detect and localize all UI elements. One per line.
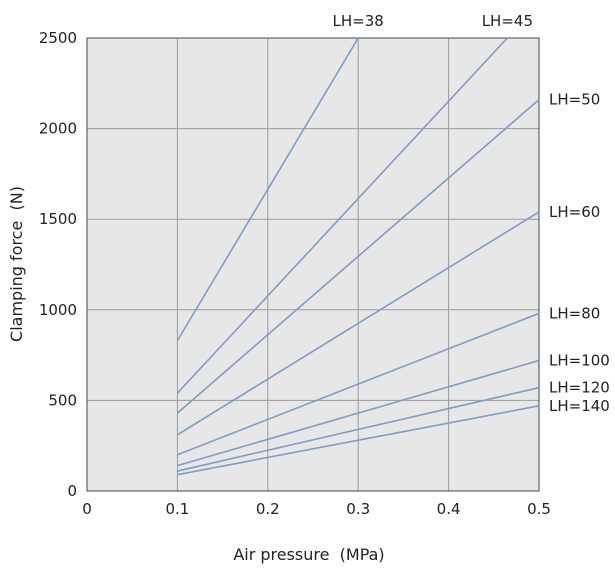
y-tick-label: 0 [67, 482, 77, 500]
series-label: LH=100 [549, 352, 610, 370]
series-label: LH=50 [549, 91, 600, 109]
series-lines [176, 37, 540, 476]
x-tick-label: 0.5 [527, 500, 551, 518]
x-tick-label: 0.3 [346, 500, 370, 518]
y-tick-label: 1500 [39, 210, 77, 228]
series-line [176, 211, 540, 436]
series-line [177, 312, 540, 456]
x-axis-ticks: 0 0.1 0.2 0.3 0.4 0.5 [82, 500, 551, 518]
x-tick-label: 0.2 [256, 500, 280, 518]
series-line [177, 405, 540, 476]
y-tick-label: 500 [48, 391, 77, 409]
series-line [176, 99, 540, 414]
series-label: LH=60 [549, 203, 600, 221]
y-axis-ticks: 0 500 1000 1500 2000 2500 [39, 29, 77, 500]
x-axis-title: Air pressure (MPa) [233, 545, 384, 564]
plot-frame [86, 37, 540, 492]
y-axis-title: Clamping force (N) [7, 186, 26, 342]
series-line [177, 359, 540, 467]
series-label: LH=140 [549, 397, 610, 415]
series-labels: LH=38 LH=45 LH=50 LH=60 LH=80 LH=100 LH=120LH=… [333, 12, 610, 415]
y-tick-label: 2000 [39, 120, 77, 138]
x-tick-label: 0 [82, 500, 92, 518]
series-label: LH=45 [482, 12, 533, 30]
x-tick-label: 0.1 [165, 500, 189, 518]
series-line [176, 37, 508, 394]
y-tick-label: 2500 [39, 29, 77, 47]
series-line [177, 386, 540, 472]
x-tick-label: 0.4 [437, 500, 461, 518]
series-label: LH=120 [549, 379, 610, 397]
series-label: LH=38 [333, 12, 384, 30]
series-line [176, 37, 359, 342]
y-tick-label: 1000 [39, 301, 77, 319]
series-label: LH=80 [549, 304, 600, 322]
plot-background [87, 38, 539, 491]
